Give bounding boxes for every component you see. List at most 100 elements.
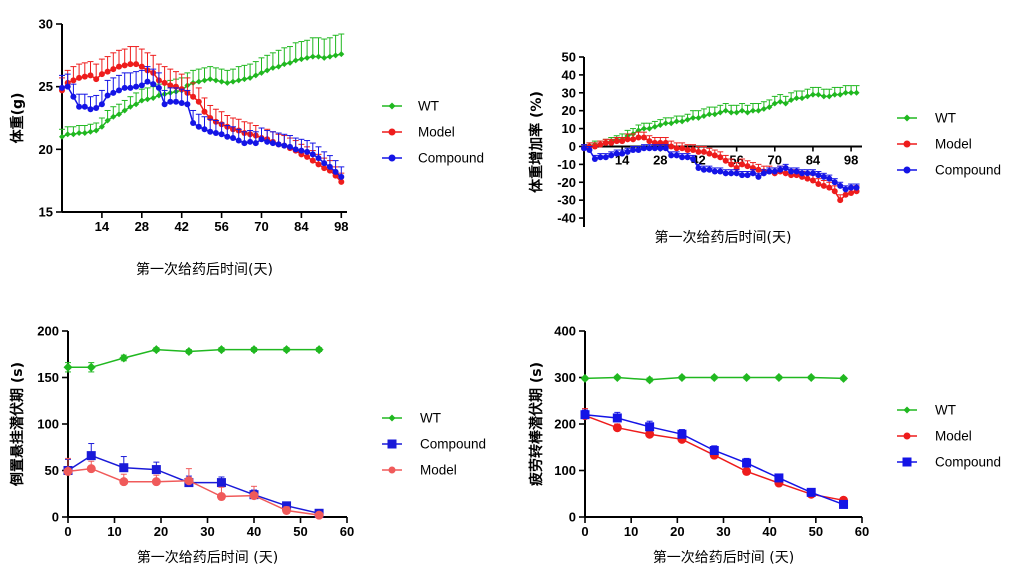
series-model <box>581 131 860 204</box>
data-point <box>709 373 719 382</box>
x-axis-title: 第一次给药后时间(天) <box>655 229 792 246</box>
x-tick-label: 28 <box>135 219 149 234</box>
data-point <box>755 107 762 114</box>
y-tick-label: -20 <box>557 175 576 190</box>
data-point <box>739 107 746 114</box>
legend-marker <box>903 406 911 414</box>
data-point <box>799 170 806 177</box>
data-point <box>110 66 117 73</box>
data-point <box>241 140 248 147</box>
data-point <box>591 156 598 162</box>
x-tick-label: 20 <box>670 524 684 539</box>
data-point <box>216 492 226 502</box>
data-point <box>695 114 702 121</box>
data-point <box>264 138 271 145</box>
data-point <box>793 168 800 175</box>
data-point <box>630 136 637 143</box>
x-tick-label: 14 <box>615 152 630 167</box>
data-point <box>837 197 844 204</box>
legend-item-compound: Compound <box>382 437 486 452</box>
series-wt <box>63 345 324 373</box>
data-point <box>684 116 691 123</box>
legend: WT Model Compound <box>897 403 1001 470</box>
x-tick-label: 60 <box>855 524 869 539</box>
series-line <box>67 467 320 516</box>
data-point <box>167 82 174 89</box>
data-point <box>717 109 724 116</box>
data-point <box>127 84 134 91</box>
data-point <box>151 477 161 487</box>
legend-marker <box>388 128 396 136</box>
data-point <box>309 157 316 164</box>
legend-item-model: Model <box>382 125 455 140</box>
data-point <box>224 79 231 86</box>
data-point <box>597 141 604 148</box>
data-point <box>777 98 784 105</box>
data-point <box>804 175 811 182</box>
data-point <box>597 154 604 161</box>
chart-3: 0 50 100 150 200 0 10 20 30 40 50 60 倒置悬挂潜伏期 (s) 第一次给… <box>9 324 486 567</box>
data-point <box>700 166 707 173</box>
data-point <box>104 68 111 75</box>
data-point <box>121 84 128 91</box>
data-point <box>774 473 784 483</box>
data-point <box>321 160 328 167</box>
data-point <box>315 53 322 60</box>
data-point <box>815 91 822 98</box>
data-point <box>59 84 65 91</box>
legend-item-model: Model <box>897 429 972 444</box>
data-point <box>133 61 140 68</box>
data-point <box>668 143 675 150</box>
data-point <box>98 123 105 130</box>
data-point <box>722 170 729 177</box>
series-compound <box>581 144 860 193</box>
data-point <box>640 134 647 141</box>
data-point <box>619 150 626 157</box>
data-point <box>733 109 740 116</box>
data-point <box>326 163 333 170</box>
data-point <box>820 182 827 189</box>
y-tick-label: 300 <box>554 370 576 385</box>
data-point <box>315 161 322 168</box>
legend-label: Model <box>935 429 972 444</box>
y-axis-title: 体重(g) <box>9 93 26 144</box>
data-point <box>309 53 316 60</box>
data-point <box>673 118 680 125</box>
data-point <box>799 95 806 102</box>
series-line <box>68 348 320 369</box>
data-point <box>86 451 96 461</box>
data-point <box>668 120 675 127</box>
data-point <box>839 373 849 383</box>
data-point <box>178 99 185 106</box>
data-point <box>275 63 282 70</box>
x-tick-label: 20 <box>154 524 168 539</box>
data-point <box>677 373 687 382</box>
data-point <box>690 147 697 154</box>
data-point <box>252 140 259 147</box>
data-point <box>635 134 642 141</box>
data-point <box>264 67 271 74</box>
data-point <box>269 140 276 147</box>
y-tick-label: -30 <box>557 193 576 208</box>
data-point <box>70 93 77 100</box>
series-line <box>67 454 320 515</box>
data-point <box>98 71 105 78</box>
data-point <box>612 373 622 382</box>
data-point <box>86 464 96 474</box>
data-point <box>207 128 214 135</box>
legend: WT Compound Model <box>382 411 486 478</box>
y-tick-label: 25 <box>39 79 53 94</box>
data-point <box>315 155 322 162</box>
data-point <box>241 76 248 83</box>
data-point <box>842 186 849 193</box>
data-point <box>87 106 94 113</box>
legend-item-compound: Compound <box>897 455 1001 470</box>
legend-label: Compound <box>935 163 1001 178</box>
data-point <box>269 64 276 71</box>
data-point <box>190 120 197 127</box>
data-point <box>70 131 77 138</box>
data-point <box>190 93 197 100</box>
data-point <box>853 89 860 96</box>
data-point <box>218 78 225 85</box>
